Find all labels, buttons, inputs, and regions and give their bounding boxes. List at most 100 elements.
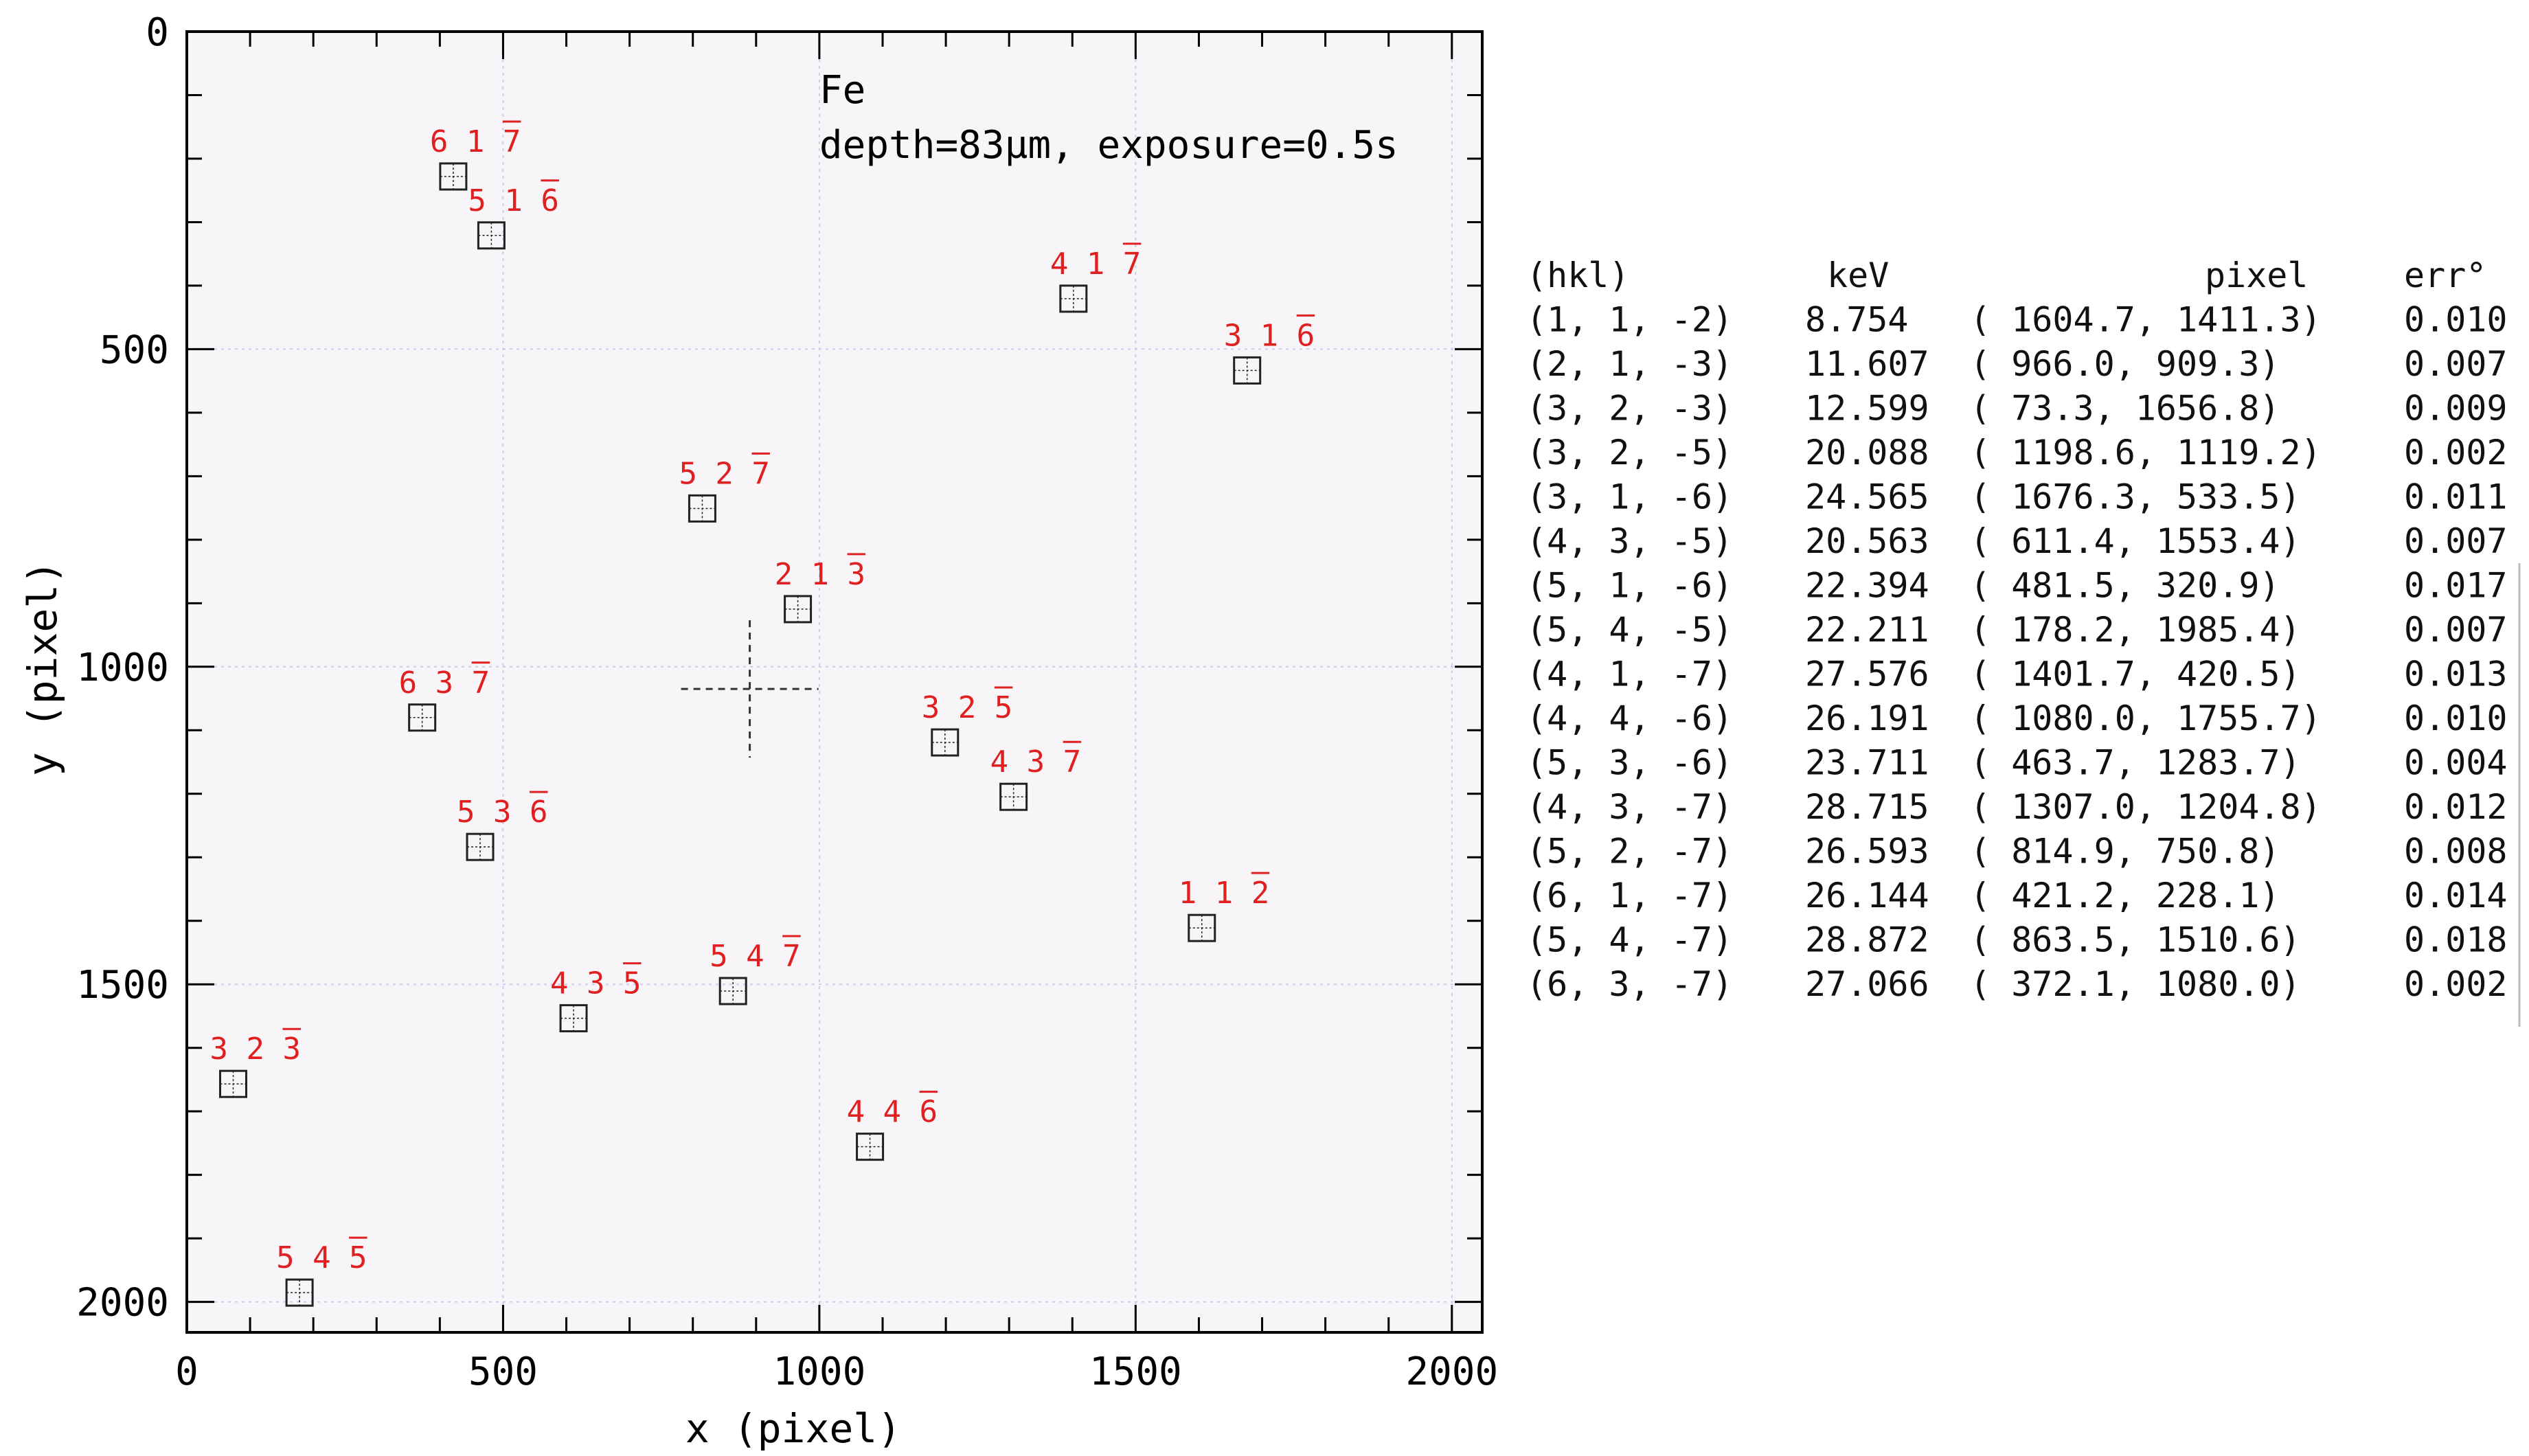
table-cell: 26.191: [1805, 698, 1929, 738]
table-cell: 0.007: [2404, 344, 2508, 384]
table-header: keV: [1827, 255, 1889, 295]
spot-marker: [931, 728, 960, 757]
annotation-line: depth=83μm, exposure=0.5s: [819, 123, 1398, 168]
spot-label: 3 2 3: [210, 1032, 301, 1067]
spot-label: 4 3 7: [990, 744, 1081, 780]
table-cell: 8.754: [1805, 300, 1909, 340]
spot-marker: [718, 977, 747, 1005]
table-cell: 0.014: [2404, 876, 2508, 915]
x-tick-label: 1000: [773, 1350, 865, 1394]
y-tick-label: 1500: [76, 963, 169, 1008]
table-cell: 28.872: [1805, 920, 1929, 960]
spot-marker: [285, 1278, 314, 1307]
table-cell: 0.011: [2404, 477, 2508, 517]
spot-label: 6 3 7: [399, 666, 490, 701]
table-header: err°: [2404, 255, 2486, 295]
table-cell: (4, 1, -7): [1526, 655, 1733, 694]
table-cell: (5, 3, -6): [1526, 743, 1733, 783]
table-cell: (3, 1, -6): [1526, 477, 1733, 517]
spot-marker: [408, 703, 437, 732]
table-header: (hkl): [1526, 255, 1630, 295]
table-cell: 27.576: [1805, 655, 1929, 694]
y-tick-label: 0: [146, 10, 169, 55]
x-tick-label: 500: [468, 1350, 538, 1394]
table-cell: 24.565: [1805, 477, 1929, 517]
table-cell: 26.593: [1805, 832, 1929, 872]
spot-marker: [559, 1004, 588, 1033]
table-cell: 12.599: [1805, 389, 1929, 429]
spot-marker: [439, 162, 468, 191]
spot-label: 4 4 6: [847, 1095, 938, 1130]
table-cell: ( 421.2, 228.1): [1970, 876, 2280, 915]
spot-label: 3 2 5: [922, 690, 1012, 725]
spot-marker: [1059, 284, 1088, 313]
spot-marker: [856, 1133, 885, 1161]
spot-label: 5 4 5: [276, 1240, 367, 1275]
table-cell: (6, 1, -7): [1526, 876, 1733, 915]
table-cell: (6, 3, -7): [1526, 964, 1733, 1004]
spot-marker: [999, 782, 1028, 811]
plot-background: [187, 32, 1482, 1332]
spot-label: 4 3 5: [550, 966, 641, 1001]
table-cell: ( 1080.0, 1755.7): [1970, 698, 2322, 738]
table-cell: ( 178.2, 1985.4): [1970, 610, 2301, 650]
table-cell: 0.012: [2404, 787, 2508, 827]
x-tick-label: 2000: [1405, 1350, 1498, 1394]
table-cell: (1, 1, -2): [1526, 300, 1733, 340]
table-cell: (3, 2, -5): [1526, 433, 1733, 473]
table-cell: (5, 4, -5): [1526, 610, 1733, 650]
spot-label: 6 1 7: [430, 124, 521, 159]
table-cell: 0.018: [2404, 920, 2508, 960]
table-cell: 22.394: [1805, 566, 1929, 606]
table-cell: (4, 3, -7): [1526, 787, 1733, 827]
spot-label: 5 4 7: [710, 939, 800, 974]
spot-marker: [784, 595, 813, 624]
table-cell: (3, 2, -3): [1526, 389, 1733, 429]
table-cell: 27.066: [1805, 964, 1929, 1004]
table-cell: (5, 2, -7): [1526, 832, 1733, 872]
spot-marker: [466, 832, 495, 861]
table-cell: 0.008: [2404, 832, 2508, 872]
table-cell: 0.004: [2404, 743, 2508, 783]
table-cell: (4, 4, -6): [1526, 698, 1733, 738]
plot-frame: [185, 30, 1484, 1334]
table-cell: (5, 4, -7): [1526, 920, 1733, 960]
table-cell: 0.002: [2404, 964, 2508, 1004]
spot-label: 5 2 7: [679, 456, 769, 491]
spot-label: 1 1 2: [1179, 876, 1269, 911]
y-axis-title: y (pixel): [19, 560, 66, 776]
table-cell: 0.010: [2404, 300, 2508, 340]
table-cell: ( 1307.0, 1204.8): [1970, 787, 2322, 827]
table-cell: ( 1676.3, 533.5): [1970, 477, 2301, 517]
spot-marker: [1188, 913, 1216, 942]
table-cell: (5, 1, -6): [1526, 566, 1733, 606]
spot-marker: [1233, 356, 1262, 385]
table-cell: ( 73.3, 1656.8): [1970, 389, 2280, 429]
table-cell: ( 1604.7, 1411.3): [1970, 300, 2322, 340]
table-cell: ( 966.0, 909.3): [1970, 344, 2280, 384]
table-cell: ( 481.5, 320.9): [1970, 566, 2280, 606]
table-cell: (4, 3, -5): [1526, 521, 1733, 561]
x-tick-label: 0: [175, 1350, 199, 1394]
table-header: pixel: [2205, 255, 2309, 295]
table-cell: 20.088: [1805, 433, 1929, 473]
table-cell: 20.563: [1805, 521, 1929, 561]
y-tick-label: 2000: [76, 1281, 169, 1326]
spot-label: 3 1 6: [1224, 318, 1315, 353]
table-cell: 22.211: [1805, 610, 1929, 650]
table-cell: ( 1198.6, 1119.2): [1970, 433, 2322, 473]
table-cell: 0.002: [2404, 433, 2508, 473]
table-cell: 0.010: [2404, 698, 2508, 738]
spot-marker: [477, 221, 506, 250]
table-cell: ( 372.1, 1080.0): [1970, 964, 2301, 1004]
spot-label: 5 1 6: [468, 183, 558, 218]
annotation-line: Fe: [819, 68, 865, 113]
spot-marker: [688, 494, 716, 523]
reflection-table: (hkl) keV pixel err° (1, 1, -2) 8.754 ( 1604.7…: [1526, 255, 2521, 1027]
table-cell: 11.607: [1805, 344, 1929, 384]
table-cell: 28.715: [1805, 787, 1929, 827]
spot-label: 5 3 6: [457, 795, 547, 830]
table-cell: 0.009: [2404, 389, 2508, 429]
